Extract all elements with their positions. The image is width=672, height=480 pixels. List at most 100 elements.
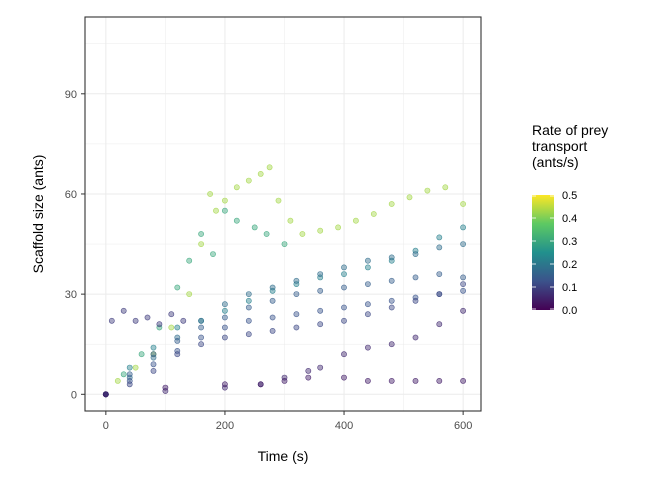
legend-tick-label: 0.0 (562, 305, 577, 317)
scatter-point (412, 274, 419, 281)
scatter-point (388, 297, 395, 304)
scatter-point (293, 324, 300, 331)
scatter-point (269, 314, 276, 321)
scatter-point (317, 364, 324, 371)
scatter-point (150, 351, 157, 358)
y-axis-title: Scaffold size (ants) (30, 155, 46, 274)
scatter-point (317, 227, 324, 234)
scatter-point (436, 271, 443, 277)
scatter-point (436, 291, 443, 297)
scatter-point (364, 311, 371, 318)
scatter-point (221, 384, 228, 391)
legend-colorbar (532, 195, 554, 310)
scatter-point (460, 281, 466, 287)
scatter-point (186, 291, 193, 297)
scatter-point (132, 364, 139, 371)
scatter-point (352, 217, 359, 224)
scatter-point (251, 224, 258, 231)
scatter-point (198, 317, 204, 324)
scatter-point (213, 207, 219, 214)
scatter-point (269, 284, 276, 291)
scatter-point (364, 281, 371, 287)
scatter-point (388, 254, 395, 261)
scatter-point (221, 307, 228, 314)
scatter-point (221, 197, 228, 204)
scatter-point (436, 234, 443, 241)
scatter-point (144, 314, 151, 321)
scatter-point (132, 317, 139, 324)
legend-title-line-1: Rate of prey (532, 122, 608, 138)
scatter-point (114, 377, 121, 384)
scatter-point (436, 244, 443, 251)
color-legend: Rate of prey transport (ants/s) 0.50.40.… (532, 122, 608, 317)
scatter-point (388, 257, 395, 264)
scatter-point (275, 197, 282, 204)
scatter-point (126, 374, 133, 381)
scatter-point (412, 251, 419, 257)
scatter-point (460, 274, 466, 281)
scatter-point (245, 177, 252, 184)
scatter-point (436, 321, 443, 328)
scatter-point (233, 217, 240, 224)
scatter-point (174, 337, 181, 344)
scatter-point (186, 257, 193, 264)
scatter-point (198, 231, 204, 237)
y-tick-label: 30 (65, 289, 77, 301)
scatter-point (317, 321, 324, 328)
scatter-point (108, 317, 115, 324)
scatter-point (168, 324, 175, 331)
scatter-point (335, 224, 341, 231)
scatter-point (221, 207, 228, 214)
scatter-point (317, 274, 324, 281)
axes: 0 200 400 600 0 30 60 90 (65, 89, 473, 432)
scatter-point (245, 304, 252, 311)
scatter-point (126, 371, 133, 378)
scatter-point (269, 327, 276, 334)
scatter-point (221, 334, 228, 341)
scatter-point (102, 391, 109, 398)
legend-tick-label: 0.4 (562, 213, 577, 225)
x-axis-title: Time (s) (258, 448, 309, 464)
scatter-point (388, 201, 395, 207)
scatter-point (174, 347, 181, 354)
legend-title-line-3: (ants/s) (532, 154, 579, 170)
scatter-point (221, 324, 228, 331)
scatter-point (138, 351, 145, 358)
scatter-point (269, 287, 276, 294)
scatter-point (150, 344, 157, 351)
scatter-point (120, 371, 127, 378)
legend-tick-label: 0.2 (562, 259, 577, 271)
scatter-point (162, 384, 169, 391)
scatter-point (317, 271, 324, 277)
scatter-point (460, 287, 466, 294)
scatter-point (460, 224, 466, 231)
scatter-point (341, 317, 347, 324)
scatter-point (293, 291, 300, 297)
scatter-point (150, 361, 157, 368)
scatter-point (198, 341, 204, 348)
scatter-point (341, 284, 347, 291)
scatter-point (460, 377, 466, 384)
scatter-point (341, 351, 347, 358)
scatter-point (156, 321, 163, 328)
y-tick-label: 0 (71, 389, 77, 401)
scatter-point (210, 251, 216, 257)
scatter-point (388, 341, 395, 348)
legend-tick-label: 0.3 (562, 236, 577, 248)
scatter-point (299, 231, 306, 237)
scatter-point (460, 241, 466, 247)
scatter-point (370, 211, 377, 217)
scatter-point (364, 377, 371, 384)
scatter-point (281, 377, 288, 384)
scatter-point (168, 311, 175, 318)
scatter-point (341, 264, 347, 271)
scatter-point (180, 317, 187, 324)
panel-border (84, 16, 482, 412)
scatter-point (460, 307, 466, 314)
data-points (102, 164, 466, 398)
x-tick-label: 200 (216, 420, 234, 432)
scatter-point (388, 277, 395, 284)
scatter-point (174, 351, 181, 358)
scatter-point (257, 170, 264, 177)
